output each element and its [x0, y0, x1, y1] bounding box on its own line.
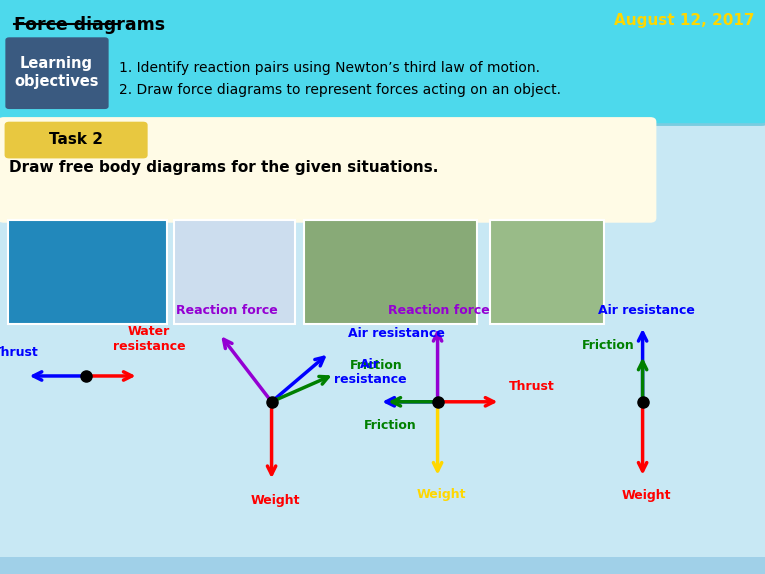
Text: Thrust: Thrust	[509, 380, 555, 393]
Text: Air
resistance: Air resistance	[334, 358, 406, 386]
Text: Task 2: Task 2	[49, 132, 103, 147]
Bar	[0, 557, 765, 574]
Bar	[490, 220, 604, 324]
Text: Draw free body diagrams for the given situations.: Draw free body diagrams for the given si…	[9, 160, 438, 174]
Text: 1. Identify reaction pairs using Newton’s third law of motion.
2. Draw force dia: 1. Identify reaction pairs using Newton’…	[119, 61, 561, 97]
FancyBboxPatch shape	[0, 0, 765, 125]
Text: Thrust: Thrust	[0, 346, 38, 359]
Text: Air resistance: Air resistance	[598, 304, 695, 317]
Text: Friction: Friction	[582, 339, 635, 352]
Text: Weight: Weight	[417, 488, 466, 501]
FancyBboxPatch shape	[5, 122, 148, 158]
Text: Reaction force: Reaction force	[388, 304, 490, 317]
Text: Friction: Friction	[364, 419, 416, 432]
Text: Learning
objectives: Learning objectives	[15, 56, 99, 88]
FancyBboxPatch shape	[0, 117, 656, 223]
Text: Air resistance: Air resistance	[348, 327, 445, 340]
Text: Water
resistance: Water resistance	[113, 325, 185, 353]
Bar	[174, 220, 295, 324]
Bar	[304, 220, 477, 324]
FancyBboxPatch shape	[5, 37, 109, 109]
Text: Friction: Friction	[350, 359, 402, 372]
Bar	[8, 220, 167, 324]
Text: Weight: Weight	[251, 494, 300, 507]
Text: August 12, 2017: August 12, 2017	[614, 13, 754, 28]
Text: Weight: Weight	[622, 489, 671, 502]
Text: Reaction force: Reaction force	[176, 304, 278, 317]
Text: Force diagrams: Force diagrams	[14, 16, 165, 34]
